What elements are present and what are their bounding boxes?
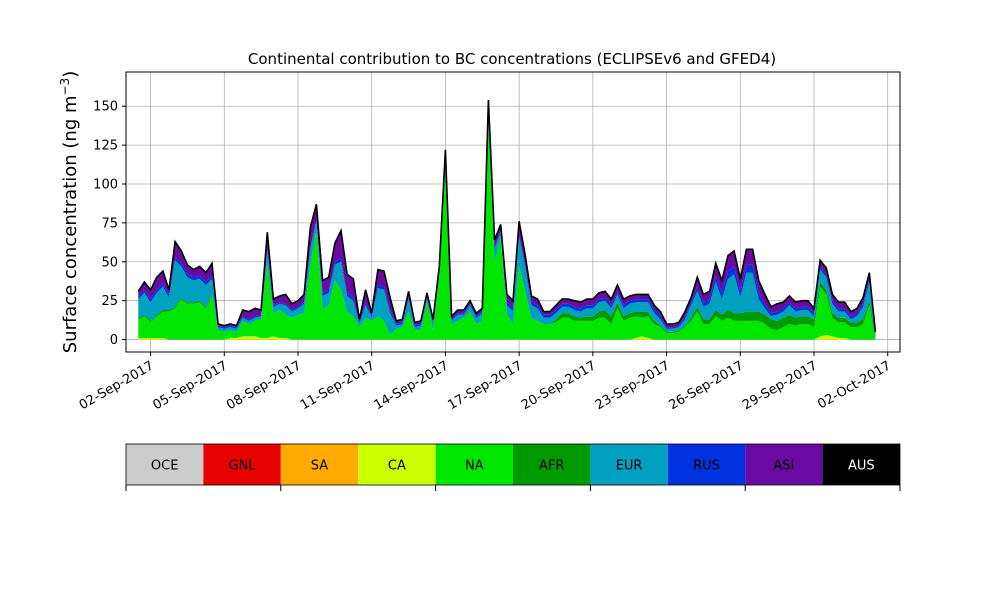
y-tick-label: 50 <box>101 255 118 270</box>
chart-title: Continental contribution to BC concentra… <box>248 50 776 68</box>
legend-colorbar: OCE GNL SA CA NA AFR EUR RUS ASI AUS <box>125 443 901 491</box>
legend-label-sa: SA <box>311 459 328 474</box>
x-tick-label: 02-Oct-2017 <box>815 358 893 412</box>
area-eur <box>138 109 876 335</box>
y-axis-label-main: Surface concentration (ng m <box>60 95 81 353</box>
stacked-areas <box>137 99 877 340</box>
area-afr <box>138 121 876 340</box>
y-axis-label: Surface concentration (ng m−3) <box>58 71 81 354</box>
y-tick-label: 100 <box>93 178 118 193</box>
legend-swatch-afr <box>513 444 591 485</box>
y-tick-label: 150 <box>93 100 118 115</box>
legend-label-eur: EUR <box>616 459 643 474</box>
legend-swatch-eur <box>590 444 668 485</box>
area-asi <box>138 100 876 332</box>
x-tick-label: 14-Sep-2017 <box>372 358 452 413</box>
x-tick-label: 20-Sep-2017 <box>519 358 599 413</box>
legend-label-oce: OCE <box>151 459 179 474</box>
x-tick-label: 23-Sep-2017 <box>593 358 673 413</box>
x-tick-label: 17-Sep-2017 <box>445 358 525 413</box>
y-tick-label: 0 <box>110 333 118 348</box>
legend-frame <box>125 443 901 486</box>
legend-swatch-na <box>435 444 513 485</box>
y-tick-label: 125 <box>93 139 118 154</box>
legend-swatch-gnl <box>203 444 281 485</box>
legend-swatch-sa <box>280 444 359 485</box>
legend-label-ca: CA <box>388 459 406 474</box>
legend-label-na: NA <box>465 459 484 474</box>
legend-swatch-asi <box>745 444 823 485</box>
area-na <box>138 121 876 340</box>
x-tick-label: 29-Sep-2017 <box>740 358 820 413</box>
plot-frame <box>125 71 901 353</box>
x-tick-label: 05-Sep-2017 <box>150 358 230 413</box>
x-tick-label: 02-Sep-2017 <box>77 358 157 413</box>
legend-label-afr: AFR <box>539 459 564 474</box>
y-tick-label: 75 <box>101 216 118 231</box>
legend-label-aus: AUS <box>848 459 875 474</box>
y-axis-label-close: ) <box>60 71 81 78</box>
x-tick-label: 08-Sep-2017 <box>224 358 304 413</box>
legend-swatch-aus <box>822 444 900 485</box>
legend-label-gnl: GNL <box>229 459 257 474</box>
x-tick-label: 11-Sep-2017 <box>298 358 378 413</box>
legend-label-asi: ASI <box>773 459 794 474</box>
legend-swatch-rus <box>667 444 746 485</box>
x-tick-label: 26-Sep-2017 <box>666 358 746 413</box>
y-tick-label: 25 <box>101 294 118 309</box>
y-axis-label-exponent: −3 <box>58 78 72 96</box>
total-outline <box>137 99 877 332</box>
legend-label-rus: RUS <box>693 459 720 474</box>
legend-swatch-ca <box>358 444 436 485</box>
legend-swatch-oce <box>126 444 204 485</box>
